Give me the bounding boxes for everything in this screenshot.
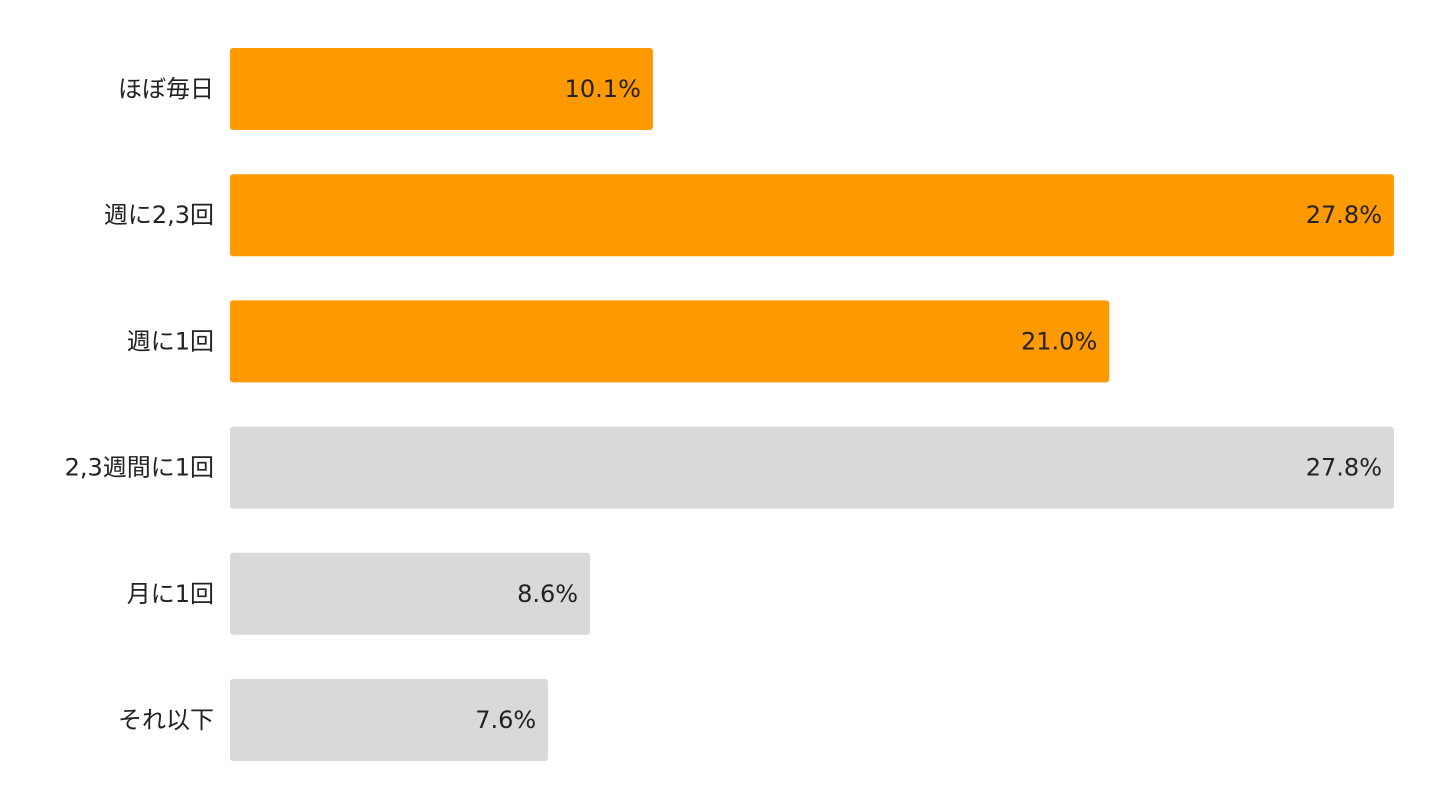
bar-0 — [230, 48, 653, 130]
value-label-1: 27.8% — [1306, 201, 1382, 229]
category-label-0: ほぼ毎日 — [118, 75, 214, 103]
value-label-2: 21.0% — [1021, 327, 1097, 355]
category-label-3: 2,3週間に1回 — [65, 454, 214, 482]
category-label-2: 週に1回 — [127, 327, 214, 355]
category-label-4: 月に1回 — [127, 580, 214, 608]
bar-2 — [230, 300, 1110, 383]
bar-1 — [230, 174, 1394, 257]
value-label-5: 7.6% — [475, 706, 536, 734]
bar-4 — [230, 552, 591, 635]
category-label-5: それ以下 — [118, 706, 214, 734]
category-label-1: 週に2,3回 — [104, 201, 214, 229]
value-label-0: 10.1% — [565, 75, 641, 103]
bar-5 — [230, 679, 549, 761]
value-label-3: 27.8% — [1306, 454, 1382, 482]
bar-3 — [230, 426, 1394, 509]
value-label-4: 8.6% — [517, 580, 578, 608]
